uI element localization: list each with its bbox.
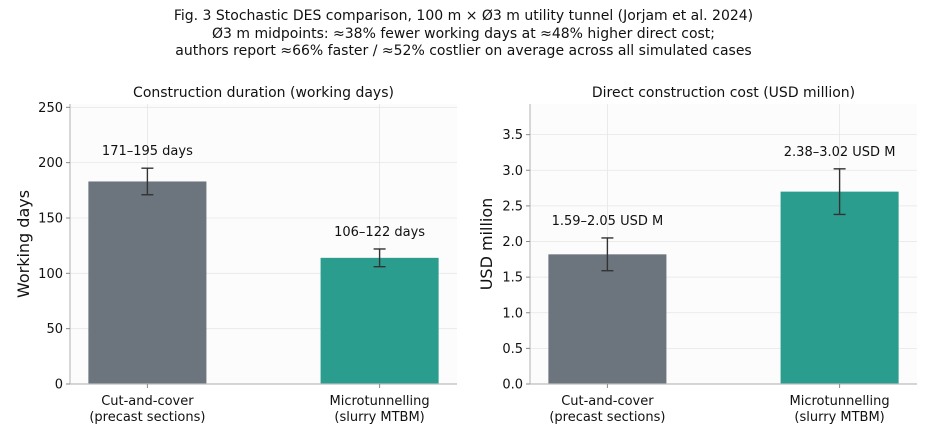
y-axis-label-1: Working days — [14, 190, 33, 298]
figure-title-line-3: authors report ≈66% faster / ≈52% costli… — [175, 43, 752, 59]
y-axis-label-2: USD million — [477, 198, 496, 291]
y-tick-label: 1.5 — [502, 271, 523, 286]
x-tick-label-2: Microtunnelling (slurry MTBM) — [790, 394, 890, 425]
y-tick-label: 3.0 — [502, 164, 523, 179]
figure-title: Fig. 3 Stochastic DES comparison, 100 m … — [0, 8, 927, 61]
bar-2 — [780, 191, 899, 384]
chart-title-1: Construction duration (working days) — [133, 85, 394, 101]
y-tick-label: 100 — [38, 267, 63, 282]
data-label-2: 2.38–3.02 USD M — [784, 145, 896, 160]
x-tick-label-1: Cut-and-cover (precast sections) — [549, 394, 665, 425]
y-tick-label: 0 — [55, 378, 63, 393]
y-tick-label: 150 — [38, 211, 63, 226]
y-tick-label: 200 — [38, 156, 63, 171]
data-label-1: 171–195 days — [102, 144, 193, 159]
figure-title-line-1: Fig. 3 Stochastic DES comparison, 100 m … — [173, 8, 754, 24]
y-tick-label: 1.0 — [502, 306, 523, 321]
bar-2 — [320, 257, 439, 384]
data-label-1: 1.59–2.05 USD M — [552, 214, 664, 229]
x-tick-label-1: Cut-and-cover (precast sections) — [89, 394, 205, 425]
y-tick-label: 3.5 — [502, 128, 523, 143]
chart-title-2: Direct construction cost (USD million) — [592, 85, 855, 101]
y-tick-label: 2.5 — [502, 199, 523, 214]
y-tick-label: 250 — [38, 101, 63, 116]
y-tick-label: 2.0 — [502, 235, 523, 250]
bar-1 — [88, 181, 207, 384]
y-tick-label: 50 — [46, 322, 63, 337]
y-tick-label: 0.0 — [502, 378, 523, 393]
data-label-2: 106–122 days — [334, 225, 425, 240]
bar-1 — [548, 254, 667, 384]
y-tick-label: 0.5 — [502, 342, 523, 357]
figure-title-line-2: Ø3 m midpoints: ≈38% fewer working days … — [211, 25, 716, 42]
x-tick-label-2: Microtunnelling (slurry MTBM) — [330, 394, 430, 425]
